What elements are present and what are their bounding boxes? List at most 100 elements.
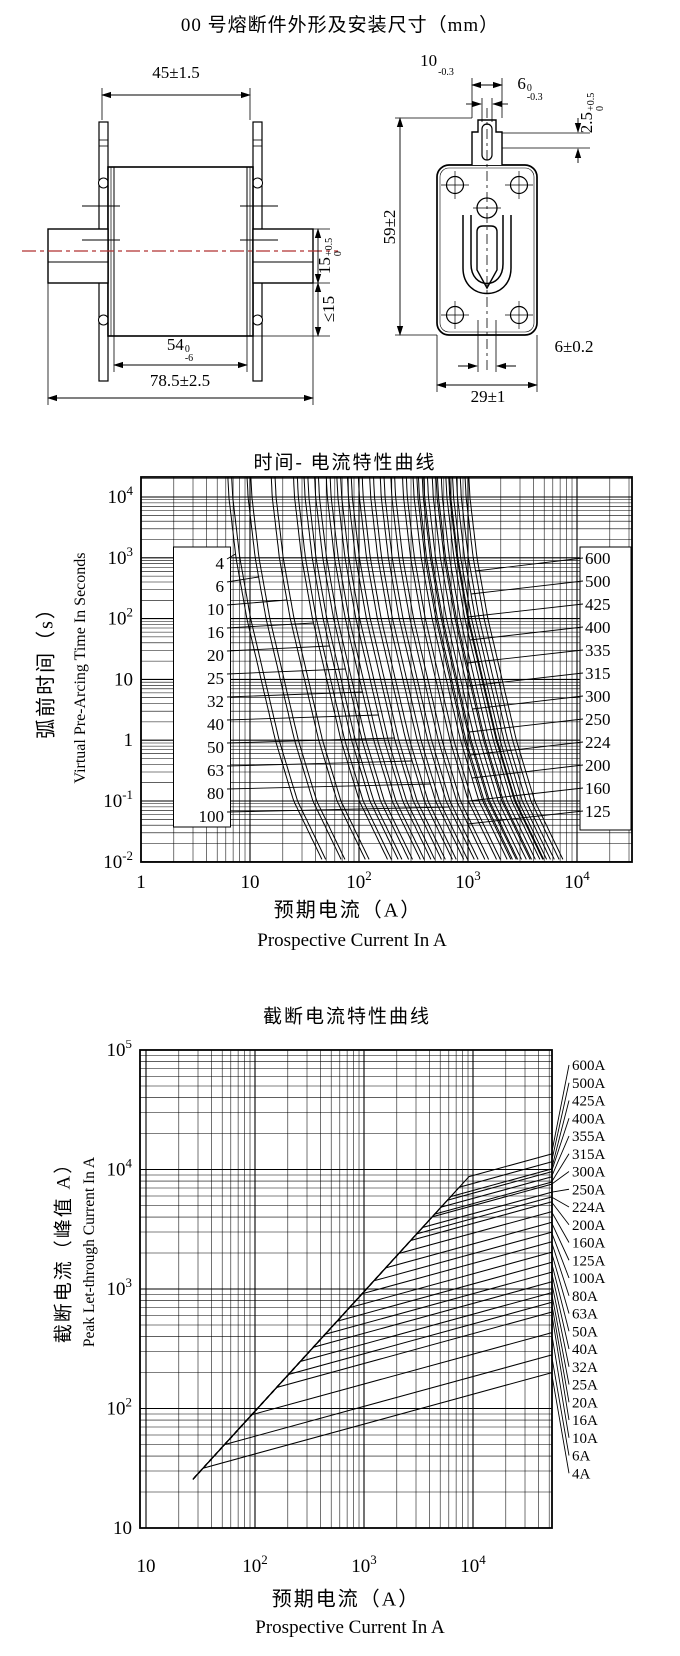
curve-400A bbox=[449, 477, 545, 860]
curve-32A bbox=[329, 477, 425, 860]
rating-label: 63A bbox=[572, 1307, 598, 1323]
cutoff-line-40A bbox=[192, 1271, 552, 1480]
rating-label: 160A bbox=[572, 1236, 606, 1252]
dim-25: 2.5 +0.5 0 bbox=[577, 92, 606, 134]
cutoff-line-63A bbox=[192, 1251, 552, 1480]
leader-line bbox=[551, 1281, 570, 1367]
rating-label: 50A bbox=[572, 1324, 598, 1340]
curve-63A bbox=[357, 477, 453, 860]
left-label-box bbox=[173, 546, 231, 828]
screw-circle bbox=[252, 177, 263, 189]
left-curve-label: 20 bbox=[207, 646, 224, 665]
tick-label: 10 bbox=[113, 1518, 132, 1539]
rating-label: 6A bbox=[572, 1449, 591, 1465]
dim-45: 45±1.5 bbox=[152, 63, 200, 82]
u-slot-outer bbox=[462, 215, 512, 295]
terminal-lug-left bbox=[47, 228, 109, 284]
left-curve-label: 100 bbox=[199, 807, 225, 826]
plot-border bbox=[139, 1049, 553, 1529]
right-curve-label: 425 bbox=[585, 595, 611, 614]
leader-line bbox=[226, 668, 346, 675]
grid bbox=[140, 1049, 552, 1529]
leader-line bbox=[226, 714, 379, 721]
leader-line bbox=[475, 557, 584, 572]
tick-label: 103 bbox=[108, 544, 133, 569]
rating-label: 500A bbox=[572, 1076, 606, 1092]
cutoff-line-16A bbox=[192, 1311, 552, 1480]
leader-line bbox=[551, 1118, 570, 1172]
curve-250A bbox=[426, 477, 522, 860]
left-curve-label: 10 bbox=[207, 600, 224, 619]
time-current-chart: 4 6 10 16 20 25 32 40 50 63 80 100 600 500 425 400 335 31… bbox=[103, 476, 633, 893]
leader-line bbox=[551, 1082, 570, 1163]
leader-line bbox=[551, 1201, 570, 1226]
cutoff-line-125A bbox=[192, 1221, 552, 1480]
curve-125A bbox=[390, 477, 486, 860]
leader-line bbox=[467, 603, 584, 618]
right-curve-label: 200 bbox=[585, 756, 611, 775]
curve-224A bbox=[421, 477, 517, 860]
rating-label: 32A bbox=[572, 1360, 598, 1376]
tick-label: 102 bbox=[108, 605, 133, 630]
curve-6A bbox=[250, 477, 346, 860]
cutoff-line-25A bbox=[192, 1292, 552, 1480]
left-curve-label: 80 bbox=[207, 784, 224, 803]
leader-line bbox=[551, 1312, 570, 1421]
tick-label: 103 bbox=[107, 1275, 132, 1300]
leader-line bbox=[551, 1222, 570, 1261]
screw-circle bbox=[98, 314, 109, 326]
curve-250A bbox=[423, 477, 519, 860]
leader-line bbox=[472, 695, 584, 710]
curve-40A bbox=[336, 477, 432, 860]
screw-circle bbox=[252, 314, 263, 326]
leader-line bbox=[551, 1153, 570, 1183]
cutoff-line-250A bbox=[192, 1191, 552, 1480]
leader-line bbox=[226, 737, 395, 744]
tick-label: 102 bbox=[107, 1395, 132, 1420]
tick-label: 1 bbox=[136, 872, 146, 893]
leader-line bbox=[469, 626, 584, 641]
left-curve-label: 16 bbox=[207, 623, 224, 642]
leader-line bbox=[226, 806, 450, 813]
rating-label: 125A bbox=[572, 1253, 606, 1269]
cutoff-line-224A bbox=[192, 1196, 552, 1480]
right-curve-label: 125 bbox=[585, 802, 611, 821]
curve-160A bbox=[405, 477, 501, 860]
x-axis-label-cn-2: 预期电流（A） bbox=[271, 1588, 421, 1611]
tick-label: 10 bbox=[137, 1556, 156, 1577]
cutoff-line-4A bbox=[192, 1372, 552, 1480]
dim-max15: ≤15 bbox=[319, 295, 338, 323]
rating-label: 40A bbox=[572, 1342, 598, 1358]
dim-78: 78.5±2.5 bbox=[149, 371, 211, 390]
leader-line bbox=[551, 1135, 570, 1178]
left-curve-label: 32 bbox=[207, 692, 224, 711]
leader-line bbox=[551, 1064, 570, 1155]
tick-label: 102 bbox=[242, 1552, 267, 1577]
curve-4A bbox=[227, 477, 323, 860]
rating-label: 10A bbox=[572, 1431, 598, 1447]
tick-label: 10-2 bbox=[103, 848, 133, 873]
y-axis-label-en-1: Virtual Pre-Arcing Time In Seconds bbox=[72, 552, 89, 784]
left-curve-label: 63 bbox=[207, 761, 224, 780]
leader-line bbox=[551, 1292, 570, 1385]
left-curve-label: 4 bbox=[216, 554, 225, 573]
curve-300A bbox=[435, 477, 531, 860]
leader-line bbox=[551, 1188, 570, 1193]
terminal-lug-right bbox=[252, 228, 314, 284]
tick-label: 104 bbox=[460, 1552, 486, 1577]
curves bbox=[227, 477, 564, 860]
left-curve-label: 6 bbox=[216, 577, 225, 596]
curve-50A bbox=[346, 477, 442, 860]
curve-25A bbox=[314, 477, 410, 860]
tick-label: 10 bbox=[241, 872, 260, 893]
x-axis-label-en-1: Prospective Current In A bbox=[257, 930, 447, 951]
rating-label: 224A bbox=[572, 1200, 606, 1216]
leader-line bbox=[551, 1262, 570, 1332]
dim-29: 29±1 bbox=[470, 387, 506, 406]
rating-label: 100A bbox=[572, 1271, 606, 1287]
cutoff-line-500A bbox=[192, 1161, 552, 1480]
cutoff-line-200A bbox=[192, 1201, 552, 1480]
leader-line bbox=[226, 645, 330, 652]
